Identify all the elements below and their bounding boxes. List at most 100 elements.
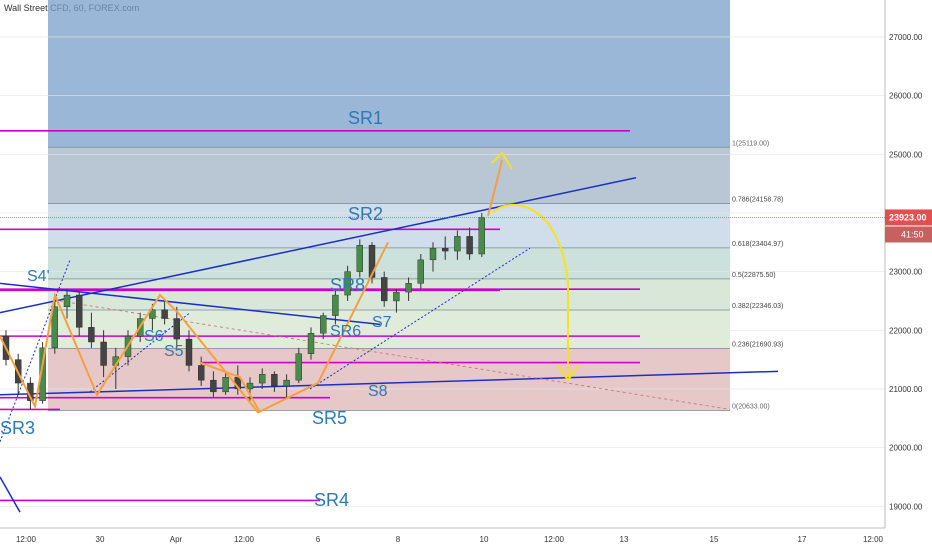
- y-tick-label: 21000.00: [889, 385, 923, 394]
- candle-body: [63, 294, 71, 308]
- candle-body: [344, 271, 351, 296]
- sr-label: S4': [27, 268, 50, 285]
- candle-body: [246, 382, 254, 390]
- candle-body: [197, 365, 205, 381]
- countdown-badge: [885, 226, 932, 243]
- x-tick-label: 12:00: [544, 535, 565, 544]
- trend-line-fragment: [0, 476, 21, 513]
- lower-trend-line: [0, 370, 779, 396]
- sr-lines: [0, 130, 640, 502]
- sr-label: S6': [144, 328, 167, 345]
- countdown-label: 41:50: [901, 229, 924, 239]
- candle-body: [478, 217, 485, 255]
- zone-fib-3: [48, 247, 730, 279]
- x-tick-label: 12:00: [863, 535, 884, 544]
- candle-body: [332, 294, 339, 316]
- sr-label: SR3: [0, 418, 35, 438]
- y-tick-label: 20000.00: [889, 444, 923, 453]
- y-tick-label: 26000.00: [889, 92, 923, 101]
- candle-body: [271, 374, 278, 387]
- y-tick-label: 22000.00: [889, 326, 923, 335]
- zone-fib-1: [48, 147, 730, 204]
- x-tick-label: Apr: [170, 535, 183, 544]
- grid: [0, 36, 885, 507]
- zone-fib-6: [48, 348, 730, 411]
- fib-label: 0(20633.00): [732, 403, 770, 410]
- fib-labels: 1(25119.00) 0.786(24158.78) 0.618(23404.97…: [732, 140, 783, 410]
- zone-top: [48, 0, 730, 148]
- up-arrow: [487, 159, 503, 217]
- fib-label: 0.236(21690.93): [732, 341, 783, 348]
- candle-body: [405, 283, 412, 293]
- y-tick-label: 27000.00: [889, 33, 923, 42]
- x-tick-label: 12:00: [234, 535, 255, 544]
- sr-label: SR2: [348, 204, 383, 224]
- candle-body: [429, 247, 437, 261]
- candle-body: [51, 306, 58, 349]
- x-tick-label: 30: [96, 535, 105, 544]
- zigzag-pattern: [0, 241, 389, 414]
- candle-body: [210, 379, 217, 393]
- fib-label: 0.5(22875.50): [732, 272, 776, 279]
- candle-body: [381, 277, 388, 302]
- zone-fib-4: [48, 278, 730, 310]
- y-tick-label: 19000.00: [889, 502, 923, 511]
- candle-body: [356, 244, 363, 272]
- x-tick-label: 12:00: [16, 535, 37, 544]
- dotted-trend-line: [0, 259, 71, 442]
- candle-body: [393, 291, 400, 302]
- dashed-trend-line: [59, 300, 731, 410]
- candle-body: [39, 347, 46, 401]
- x-tick-label: 10: [480, 535, 489, 544]
- candle-body: [295, 353, 302, 381]
- x-axis-background: [0, 528, 932, 550]
- projection-arrows: [487, 151, 579, 382]
- upper-trend-line: [0, 176, 637, 314]
- x-axis: 12:00 30 Apr 12:00 6 8 10 12:00 13 15 17 12:00: [0, 527, 932, 550]
- candle-body: [454, 236, 461, 252]
- sr-label: SR6: [330, 323, 361, 340]
- candle-body: [259, 374, 266, 384]
- down-arrow-head: [557, 364, 579, 382]
- sr-label: S5: [164, 343, 184, 360]
- candle-body: [466, 236, 473, 255]
- candle-body: [417, 259, 424, 284]
- sr-label: SR4: [314, 490, 349, 510]
- candle-body: [222, 377, 229, 393]
- candle-body: [75, 294, 83, 328]
- dotted-trend-line: [309, 247, 531, 390]
- sr-label: S8: [368, 383, 388, 400]
- price-badge: [885, 209, 932, 226]
- up-arrow-head: [491, 151, 513, 170]
- candle-body: [442, 247, 449, 252]
- candle-body: [185, 338, 193, 366]
- candle-body: [88, 327, 95, 343]
- sr-label: SR5: [312, 408, 347, 428]
- candle-body: [320, 315, 327, 334]
- candle-body: [307, 333, 315, 354]
- sr-label: S7: [372, 314, 392, 331]
- sr-label: SR8: [330, 275, 365, 295]
- x-tick-label: 15: [710, 535, 719, 544]
- fib-label: 0.786(24158.78): [732, 197, 783, 204]
- candle-body: [283, 379, 290, 387]
- harmonic-pattern-line: [199, 361, 261, 413]
- y-axis-background: [885, 0, 932, 550]
- candle-body: [100, 341, 107, 366]
- fib-label: 1(25119.00): [732, 140, 769, 147]
- fib-label: 0.618(23404.97): [732, 241, 783, 248]
- descending-trend-line: [0, 282, 381, 326]
- sr-label: SR1: [348, 108, 383, 128]
- candle-body: [368, 244, 376, 278]
- candle-body: [173, 318, 181, 340]
- harmonic-pattern-line: [0, 241, 389, 414]
- price-label: 23923.00: [889, 212, 927, 222]
- x-tick-label: 17: [798, 535, 807, 544]
- x-tick-label: 13: [620, 535, 629, 544]
- x-tick-label: 8: [396, 535, 401, 544]
- down-arrow: [491, 203, 569, 378]
- candle-body: [149, 309, 156, 319]
